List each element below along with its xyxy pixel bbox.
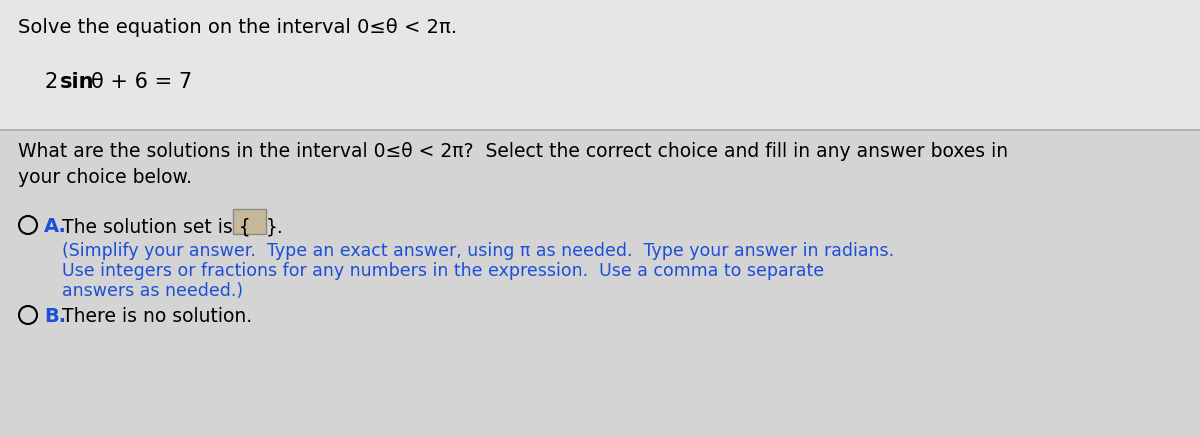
FancyBboxPatch shape [233,210,265,235]
Text: sin: sin [60,72,95,92]
Text: There is no solution.: There is no solution. [62,307,252,326]
Text: B.: B. [44,307,66,326]
Text: Use integers or fractions for any numbers in the expression.  Use a comma to sep: Use integers or fractions for any number… [62,262,824,280]
Text: 2: 2 [46,72,65,92]
Text: The solution set is {: The solution set is { [62,217,251,236]
Text: your choice below.: your choice below. [18,168,192,187]
Text: answers as needed.): answers as needed.) [62,282,244,300]
Text: }.: }. [266,217,283,236]
Text: (Simplify your answer.  Type an exact answer, using π as needed.  Type your answ: (Simplify your answer. Type an exact ans… [62,242,894,260]
Text: θ + 6 = 7: θ + 6 = 7 [91,72,192,92]
Text: What are the solutions in the interval 0≤θ < 2π?  Select the correct choice and : What are the solutions in the interval 0… [18,142,1008,161]
Text: A.: A. [44,217,67,236]
Text: Solve the equation on the interval 0≤θ < 2π.: Solve the equation on the interval 0≤θ <… [18,18,457,37]
Bar [0,0,1200,130]
